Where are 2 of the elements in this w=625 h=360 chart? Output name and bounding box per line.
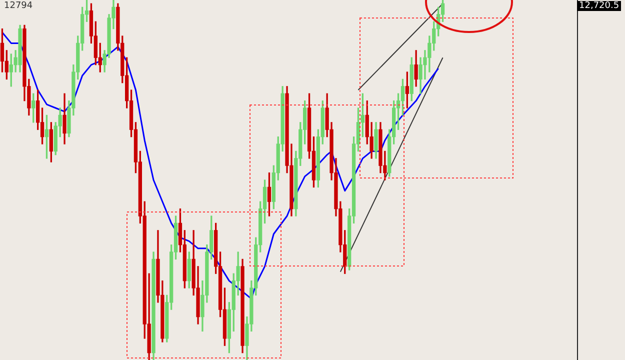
text: 12,720.5 [577,1,622,11]
annotation: 12794 [4,1,33,11]
